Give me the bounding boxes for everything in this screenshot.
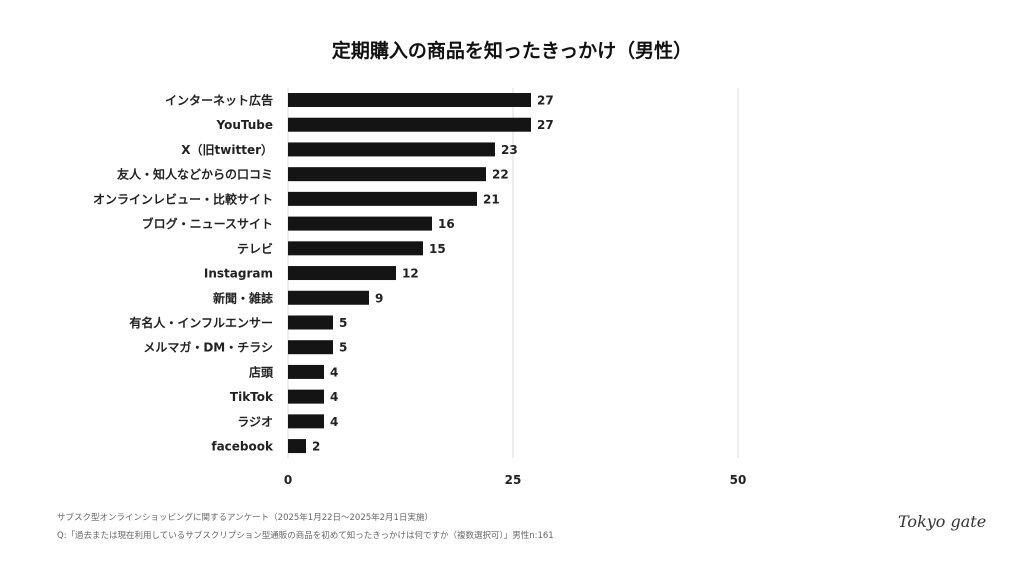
bar <box>288 117 531 132</box>
category-label: X（旧twitter） <box>181 142 273 157</box>
value-label: 16 <box>438 217 455 231</box>
survey-source: サブスク型オンラインショッピングに関するアンケート（2025年1月22日〜202… <box>57 513 433 523</box>
value-label: 9 <box>375 291 383 305</box>
value-label: 12 <box>402 267 419 281</box>
bar <box>288 142 495 157</box>
bar <box>288 364 324 379</box>
bar <box>288 414 324 429</box>
bar <box>288 315 333 330</box>
x-tick-label: 0 <box>284 473 292 487</box>
category-label: ラジオ <box>237 415 273 429</box>
value-label: 4 <box>330 365 338 379</box>
x-tick-label: 50 <box>730 473 747 487</box>
category-label: 店頭 <box>249 364 274 379</box>
bar <box>288 340 333 355</box>
category-label: テレビ <box>237 241 273 256</box>
bar <box>288 216 432 231</box>
value-label: 5 <box>339 316 347 330</box>
bar <box>288 191 477 206</box>
category-label: 新聞・雑誌 <box>213 290 273 305</box>
bar <box>288 290 369 305</box>
category-label: 友人・知人などからの口コミ <box>116 167 273 182</box>
bar <box>288 439 306 454</box>
value-label: 21 <box>483 192 500 206</box>
value-label: 2 <box>312 440 320 454</box>
value-label: 15 <box>429 242 446 256</box>
category-label: 有名人・インフルエンサー <box>129 315 273 330</box>
bar <box>288 93 531 107</box>
bar <box>288 241 423 256</box>
tokyo-gate-logo: Tokyo gate <box>898 512 987 531</box>
bar <box>288 167 486 182</box>
bar <box>288 389 324 404</box>
value-label: 22 <box>492 168 509 182</box>
value-label: 23 <box>501 143 518 157</box>
value-label: 27 <box>537 94 554 108</box>
category-label: TikTok <box>230 390 274 404</box>
category-label: Instagram <box>204 267 273 281</box>
x-tick-label: 25 <box>505 473 522 487</box>
value-label: 4 <box>330 415 338 429</box>
category-label: オンラインレビュー・比較サイト <box>93 191 273 206</box>
chart-title: 定期購入の商品を知ったきっかけ（男性） <box>331 40 693 62</box>
value-label: 4 <box>330 390 338 404</box>
value-label: 5 <box>339 341 347 355</box>
category-label: メルマガ・DM・チラシ <box>143 340 273 355</box>
category-label: ブログ・ニュースサイト <box>142 216 273 231</box>
bar <box>288 266 396 281</box>
category-label: YouTube <box>215 118 273 132</box>
survey-question: Q:「過去または現在利用しているサブスクリプション型通販の商品を初めて知ったきっ… <box>57 531 554 541</box>
category-label: インターネット広告 <box>165 93 273 108</box>
value-label: 27 <box>537 118 554 132</box>
category-label: facebook <box>211 440 274 454</box>
